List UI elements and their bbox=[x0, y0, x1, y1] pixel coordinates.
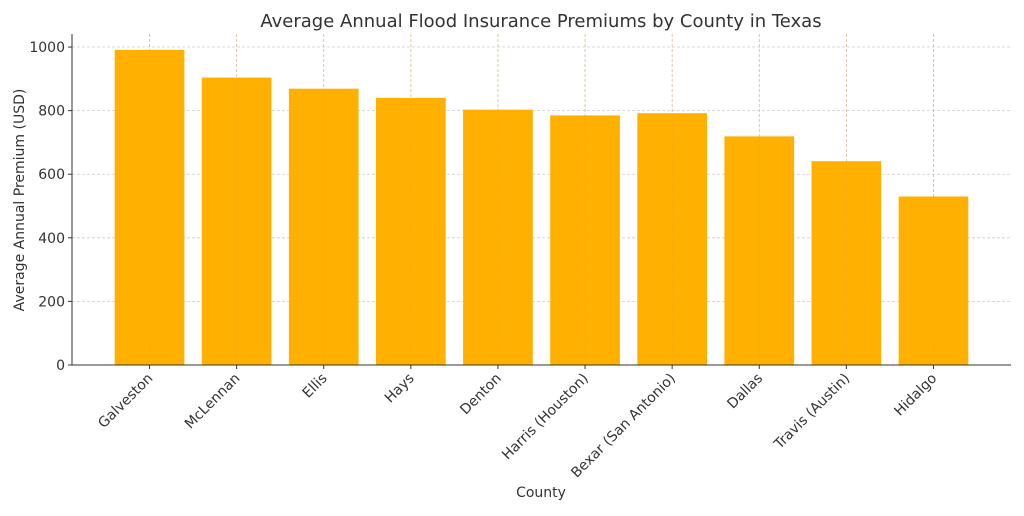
y-tick-label: 0 bbox=[56, 358, 65, 374]
x-tick-label: Travis (Austin) bbox=[771, 371, 853, 453]
x-tick-label: Dallas bbox=[724, 371, 766, 413]
x-tick-label: McLennan bbox=[182, 371, 244, 433]
y-tick-label: 800 bbox=[38, 104, 65, 120]
x-tick-label: Denton bbox=[457, 371, 505, 419]
axes bbox=[68, 34, 1011, 369]
bars bbox=[114, 34, 969, 366]
y-tick-label: 1000 bbox=[29, 40, 65, 56]
y-tick-label: 600 bbox=[38, 167, 65, 183]
x-tick-label: Ellis bbox=[300, 371, 331, 402]
y-tick-label: 200 bbox=[38, 294, 65, 310]
bar-denton bbox=[463, 109, 533, 365]
x-tick-label: Hays bbox=[382, 371, 418, 407]
y-axis-label: Average Annual Premium (USD) bbox=[12, 89, 28, 312]
x-tick-label: Galveston bbox=[95, 371, 156, 432]
chart-title: Average Annual Flood Insurance Premiums … bbox=[260, 11, 821, 32]
y-tick-labels: 0 200 400 600 800 1000 bbox=[29, 40, 65, 374]
x-tick-label: Hidalgo bbox=[891, 371, 940, 420]
x-tick-label: Harris (Houston) bbox=[499, 371, 592, 464]
x-axis-label: County bbox=[516, 485, 566, 501]
y-tick-label: 400 bbox=[38, 231, 65, 247]
bar-galveston bbox=[114, 49, 185, 366]
